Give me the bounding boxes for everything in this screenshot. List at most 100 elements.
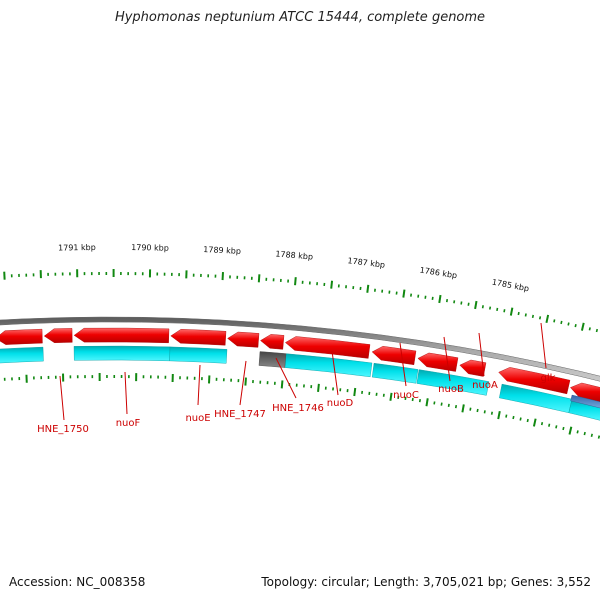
tick-mark bbox=[532, 418, 537, 427]
gene-leader-line bbox=[197, 364, 201, 406]
genome-summary: Topology: circular; Length: 3,705,021 bp… bbox=[261, 575, 591, 589]
forward-strand-genes bbox=[0, 327, 600, 402]
genome-backbone bbox=[0, 316, 600, 382]
reverse-feature bbox=[284, 353, 373, 378]
accession-label: Accession: NC_008358 bbox=[9, 575, 146, 589]
tick-mark bbox=[517, 311, 520, 316]
forward-gene bbox=[371, 346, 417, 366]
forward-gene bbox=[43, 328, 73, 343]
tick-mark bbox=[545, 314, 550, 323]
reverse-strand-features bbox=[0, 345, 600, 421]
tick-mark bbox=[447, 403, 450, 407]
tick-mark bbox=[476, 408, 479, 413]
gene-label: nuoE bbox=[185, 413, 210, 424]
gene-label: nuoF bbox=[116, 418, 141, 429]
tick-mark bbox=[490, 411, 494, 415]
tick-mark bbox=[257, 274, 261, 283]
tick-mark bbox=[317, 383, 320, 392]
reverse-feature bbox=[0, 346, 44, 364]
tick-mark bbox=[503, 309, 506, 313]
tick-mark bbox=[474, 300, 478, 310]
tick-mark bbox=[548, 423, 551, 427]
tick-mark bbox=[595, 328, 599, 333]
tick-mark bbox=[555, 425, 558, 429]
forward-gene bbox=[417, 352, 459, 372]
tick-mark bbox=[509, 307, 514, 316]
tick-mark bbox=[583, 431, 586, 436]
tick-mark bbox=[540, 421, 544, 426]
gene-leader-line bbox=[443, 336, 451, 382]
tick-mark bbox=[454, 404, 458, 409]
scale-label: 1785 kbp bbox=[491, 277, 530, 293]
tick-mark bbox=[330, 280, 334, 289]
tick-mark bbox=[576, 430, 579, 434]
tick-mark bbox=[461, 404, 465, 413]
pseudogene bbox=[258, 351, 287, 368]
tick-mark bbox=[538, 316, 542, 320]
scale-label: 1789 kbp bbox=[203, 245, 241, 256]
tick-mark bbox=[512, 415, 515, 420]
gene-leader-line bbox=[540, 322, 547, 369]
gene-label: nuoD bbox=[327, 398, 354, 409]
reverse-feature bbox=[169, 346, 228, 364]
tick-mark bbox=[505, 414, 508, 418]
tick-mark bbox=[244, 377, 247, 386]
tick-mark bbox=[483, 410, 486, 414]
tick-mark bbox=[526, 418, 529, 423]
tick-mark bbox=[460, 301, 463, 305]
tick-mark bbox=[567, 322, 570, 326]
reverse-feature bbox=[73, 345, 171, 362]
tick-mark bbox=[497, 411, 501, 420]
tick-mark bbox=[294, 277, 297, 286]
gene-label: HNE_1747 bbox=[214, 409, 266, 420]
gene-label: nuoB bbox=[438, 384, 464, 395]
forward-gene bbox=[459, 359, 487, 377]
forward-gene bbox=[498, 367, 571, 395]
gene-leader-line bbox=[478, 332, 485, 377]
scale-label: 1788 kbp bbox=[275, 249, 313, 261]
gene-leader-line bbox=[399, 342, 407, 387]
gene-label: HNE_1746 bbox=[272, 403, 324, 414]
scale-labels: 1791 kbp 1790 kbp 1789 kbp 1788 kbp 1787 kbp… bbox=[58, 243, 530, 293]
scale-label: 1786 kbp bbox=[419, 266, 458, 281]
scale-label: 1787 kbp bbox=[347, 256, 386, 269]
tick-mark bbox=[562, 426, 565, 431]
tick-mark bbox=[353, 387, 357, 397]
tick-mark bbox=[496, 307, 499, 312]
tick-mark bbox=[366, 284, 370, 293]
tick-mark bbox=[553, 319, 556, 323]
gene-label: HNE_1750 bbox=[37, 424, 89, 435]
gene-leader-line bbox=[124, 371, 128, 415]
gene-leader-line bbox=[275, 357, 297, 399]
tick-mark bbox=[580, 322, 585, 331]
tick-mark bbox=[389, 392, 393, 401]
tick-mark bbox=[568, 426, 573, 435]
forward-gene bbox=[227, 331, 260, 348]
page-title: Hyphomonas neptunium ATCC 15444, complet… bbox=[114, 10, 486, 25]
gene-label: nuoA bbox=[472, 380, 498, 391]
tick-mark bbox=[588, 327, 591, 331]
tick-mark bbox=[531, 314, 535, 319]
tick-mark bbox=[425, 398, 429, 407]
tick-mark bbox=[488, 306, 492, 310]
forward-gene bbox=[73, 327, 170, 344]
tick-mark bbox=[481, 305, 484, 309]
forward-gene bbox=[285, 336, 371, 359]
gene-label: glk bbox=[541, 373, 556, 384]
tick-mark bbox=[469, 407, 472, 411]
tick-mark bbox=[519, 417, 522, 421]
gene-labels: HNE_1750 nuoF nuoE HNE_1747 HNE_1746 nuoD nuoC… bbox=[37, 322, 556, 435]
tick-mark bbox=[560, 320, 563, 325]
tick-mark bbox=[524, 313, 527, 317]
inner-tick-ring bbox=[3, 373, 600, 439]
gene-label: nuoC bbox=[393, 390, 419, 401]
scale-label: 1790 kbp bbox=[131, 243, 169, 253]
scale-label: 1791 kbp bbox=[58, 243, 96, 253]
outer-tick-ring bbox=[3, 269, 599, 333]
tick-mark bbox=[467, 302, 470, 306]
reverse-feature bbox=[416, 369, 490, 396]
forward-gene bbox=[0, 328, 43, 345]
forward-gene bbox=[170, 329, 227, 346]
tick-mark bbox=[280, 380, 284, 389]
